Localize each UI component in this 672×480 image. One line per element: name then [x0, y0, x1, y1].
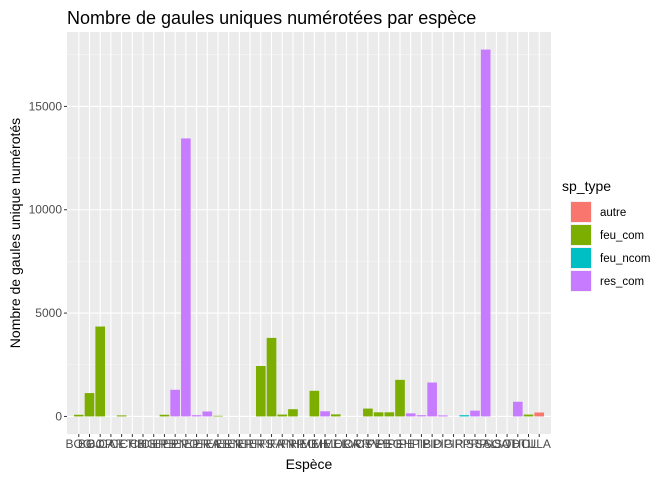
x-tick-label-epb: EPB	[152, 437, 176, 451]
x-tick-label-ern: ERN	[216, 437, 241, 451]
plot-panel	[67, 32, 551, 434]
x-tick-label-ers: ERS	[248, 437, 273, 451]
legend-label-feu-com: feu_com	[600, 230, 644, 242]
x-axis-title: Espèce	[286, 456, 333, 472]
x-tick-label-epr: EPR	[184, 437, 209, 451]
x-tick-label-osv: OSV	[355, 437, 380, 451]
bar-epb	[159, 414, 170, 417]
x-tick-label-cet: CET	[110, 437, 135, 451]
x-axis: BOGBOJBOPCAFCETCHBCHGCHREPBEPNEPOEPRERAE…	[65, 434, 551, 451]
x-tick-label-pis: PIS	[455, 437, 474, 451]
x-tick-label-err: ERR	[237, 437, 263, 451]
y-axis-title: Nombre de gaules unique numérotés	[7, 118, 23, 348]
x-tick-label-pid: PID	[422, 437, 442, 451]
legend-label-feu-ncom: feu_ncom	[600, 253, 651, 265]
bar-epr	[191, 415, 202, 417]
x-tick-label-mel: MEL	[323, 437, 348, 451]
x-tick-label-frp: FRP	[281, 437, 305, 451]
bar-ula	[534, 412, 545, 417]
x-tick-label-sod: SOD	[494, 437, 520, 451]
x-tick-label-caf: CAF	[99, 437, 123, 451]
x-tick-label-frn: FRN	[270, 437, 295, 451]
x-tick-label-orr: ORR	[344, 437, 371, 451]
x-tick-label-peh: PEH	[388, 437, 413, 451]
bar-era	[202, 411, 213, 417]
legend-title: sp_type	[562, 178, 611, 194]
bar-prp	[470, 410, 480, 417]
x-tick-label-pig: PIG	[433, 437, 454, 451]
legend-swatch-feu-ncom	[571, 248, 591, 268]
bar-frp	[288, 409, 298, 417]
y-axis: 0 5000 10000 15000	[29, 99, 67, 423]
bar-frn	[277, 414, 288, 417]
x-tick-label-til: TIL	[520, 437, 538, 451]
bar-pet	[405, 413, 416, 417]
chart-title: Nombre de gaules uniques numérotées par …	[67, 8, 476, 28]
bar-osv	[363, 408, 373, 417]
x-tick-label-epn: EPN	[163, 437, 188, 451]
grid-minor	[67, 54, 551, 366]
x-tick-label-meh: MEH	[301, 437, 328, 451]
x-tick-label-era: ERA	[195, 437, 220, 451]
x-tick-label-fra: FRA	[260, 437, 284, 451]
bar-pig	[438, 415, 448, 417]
bar-mej	[320, 411, 330, 417]
bar-bog	[73, 414, 84, 417]
x-tick-label-tho: THO	[505, 437, 530, 451]
bar-peh	[395, 379, 405, 417]
x-tick-label-soa: SOA	[484, 437, 509, 451]
x-tick-label-mej: MEJ	[313, 437, 337, 451]
x-tick-label-sal: SAL	[474, 437, 497, 451]
bar-pid	[427, 382, 437, 417]
bar-fra	[266, 337, 277, 417]
legend-swatch-autre	[571, 202, 591, 222]
x-tick-label-pet: PET	[399, 437, 423, 451]
legend-swatch-feu-com	[571, 225, 591, 245]
legend-items: autre feu_com feu_ncom res_com	[570, 201, 651, 292]
x-tick-label-erp: ERP	[227, 437, 252, 451]
x-tick-label-ere: ERE	[206, 437, 231, 451]
bar-ere	[213, 415, 223, 417]
y-tick-label: 5000	[35, 306, 62, 320]
x-tick-label-ora: ORA	[333, 437, 359, 451]
x-tick-label-peb: PEB	[367, 437, 391, 451]
x-tick-label-peg: PEG	[377, 437, 402, 451]
bar-sal	[480, 49, 491, 417]
legend-swatch-res-com	[571, 271, 591, 291]
bar-pib	[416, 415, 427, 417]
y-tick-label: 15000	[29, 99, 63, 113]
x-tick-label-bop: BOP	[88, 437, 113, 451]
y-tick-label: 10000	[29, 203, 63, 217]
bar-mel	[330, 414, 341, 417]
x-tick-label-pib: PIB	[412, 437, 431, 451]
x-tick-label-bog: BOG	[65, 437, 92, 451]
x-tick-label-ula: ULA	[528, 437, 551, 451]
bar-peb	[373, 412, 384, 417]
x-tick-label-chb: CHB	[120, 437, 145, 451]
bar-epn	[170, 389, 180, 417]
y-tick-label: 0	[55, 409, 62, 423]
x-tick-label-chg: CHG	[130, 437, 157, 451]
x-tick-label-pir: PIR	[444, 437, 464, 451]
bar-cet	[116, 415, 127, 417]
bar-boj	[84, 393, 95, 417]
x-tick-label-boj: BOJ	[78, 437, 101, 451]
bar-peg	[384, 412, 395, 417]
bar-pis	[459, 415, 470, 417]
bar-bop	[95, 326, 106, 417]
x-tick-label-prp: PRP	[463, 437, 488, 451]
bar-epo	[181, 138, 191, 417]
x-tick-label-chr: CHR	[141, 437, 167, 451]
x-tick-label-heg: HEG	[291, 437, 317, 451]
legend-label-res-com: res_com	[600, 276, 644, 288]
bar-meh	[309, 390, 320, 417]
x-tick-label-epo: EPO	[173, 437, 198, 451]
legend-label-autre: autre	[600, 207, 626, 219]
bar-ers	[255, 366, 266, 417]
bar-tho	[512, 401, 523, 417]
bar-til	[523, 414, 534, 417]
bars	[73, 49, 545, 417]
legend: sp_type autre feu_com feu_ncom res_com	[562, 178, 651, 292]
